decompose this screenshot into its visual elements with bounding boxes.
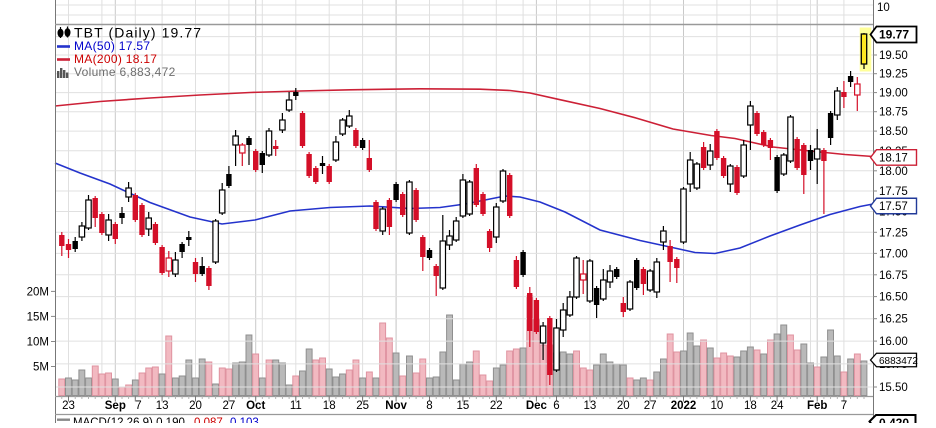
svg-text:16.50: 16.50 bbox=[879, 292, 908, 304]
svg-text:6883472: 6883472 bbox=[879, 356, 918, 367]
svg-text:Nov: Nov bbox=[385, 400, 407, 412]
svg-text:13: 13 bbox=[584, 400, 597, 412]
svg-text:MACD(12,26,9) 0.190: MACD(12,26,9) 0.190 bbox=[73, 417, 185, 423]
svg-text:19.25: 19.25 bbox=[879, 69, 908, 81]
svg-text:24: 24 bbox=[771, 400, 784, 412]
svg-text:17.75: 17.75 bbox=[879, 186, 908, 198]
svg-text:Dec: Dec bbox=[526, 400, 548, 412]
svg-text:18.50: 18.50 bbox=[879, 126, 908, 138]
svg-text:13: 13 bbox=[156, 400, 169, 412]
svg-text:0.087: 0.087 bbox=[194, 417, 223, 423]
svg-text:11: 11 bbox=[290, 400, 302, 412]
svg-text:19.77: 19.77 bbox=[879, 28, 909, 42]
svg-text:16.75: 16.75 bbox=[879, 270, 908, 282]
svg-text:18: 18 bbox=[744, 400, 757, 412]
svg-text:17.25: 17.25 bbox=[879, 227, 908, 239]
svg-text:Sep: Sep bbox=[105, 400, 126, 412]
svg-text:18.75: 18.75 bbox=[879, 107, 908, 119]
svg-text:27: 27 bbox=[223, 400, 236, 412]
svg-text:0.420: 0.420 bbox=[879, 416, 909, 423]
svg-text:2022: 2022 bbox=[671, 400, 697, 412]
svg-text:Volume 6,883,472: Volume 6,883,472 bbox=[74, 65, 176, 79]
svg-text:27: 27 bbox=[644, 400, 657, 412]
svg-text:15.50: 15.50 bbox=[879, 382, 908, 394]
svg-text:20: 20 bbox=[617, 400, 630, 412]
svg-text:15: 15 bbox=[457, 400, 470, 412]
svg-text:10: 10 bbox=[711, 400, 724, 412]
svg-text:7: 7 bbox=[841, 400, 847, 412]
svg-text:19.00: 19.00 bbox=[879, 88, 908, 100]
svg-text:16.25: 16.25 bbox=[879, 314, 908, 326]
svg-text:MA(50) 17.57: MA(50) 17.57 bbox=[74, 39, 150, 53]
svg-text:17.00: 17.00 bbox=[879, 248, 908, 260]
svg-text:20: 20 bbox=[189, 400, 202, 412]
svg-text:0.103: 0.103 bbox=[230, 417, 259, 423]
svg-text:10: 10 bbox=[877, 2, 890, 14]
svg-text:8: 8 bbox=[426, 400, 432, 412]
svg-text:15M: 15M bbox=[27, 311, 49, 323]
svg-text:23: 23 bbox=[62, 400, 75, 412]
svg-text:17.57: 17.57 bbox=[879, 201, 908, 213]
svg-text:16.00: 16.00 bbox=[879, 336, 908, 348]
svg-text:20M: 20M bbox=[27, 286, 49, 298]
svg-text:Oct: Oct bbox=[246, 400, 265, 412]
svg-text:18.17: 18.17 bbox=[879, 152, 908, 164]
svg-text:6: 6 bbox=[553, 400, 559, 412]
svg-text:10M: 10M bbox=[27, 337, 49, 349]
svg-text:7: 7 bbox=[135, 400, 141, 412]
svg-text:MA(200) 18.17: MA(200) 18.17 bbox=[74, 52, 157, 66]
svg-text:5M: 5M bbox=[33, 362, 49, 374]
svg-text:18.00: 18.00 bbox=[879, 166, 908, 178]
svg-text:22: 22 bbox=[490, 400, 503, 412]
svg-text:19.50: 19.50 bbox=[879, 50, 908, 62]
svg-text:Feb: Feb bbox=[807, 400, 827, 412]
svg-text:18: 18 bbox=[323, 400, 336, 412]
svg-text:25: 25 bbox=[356, 400, 369, 412]
svg-text:TBT (Daily) 19.77: TBT (Daily) 19.77 bbox=[74, 25, 202, 41]
